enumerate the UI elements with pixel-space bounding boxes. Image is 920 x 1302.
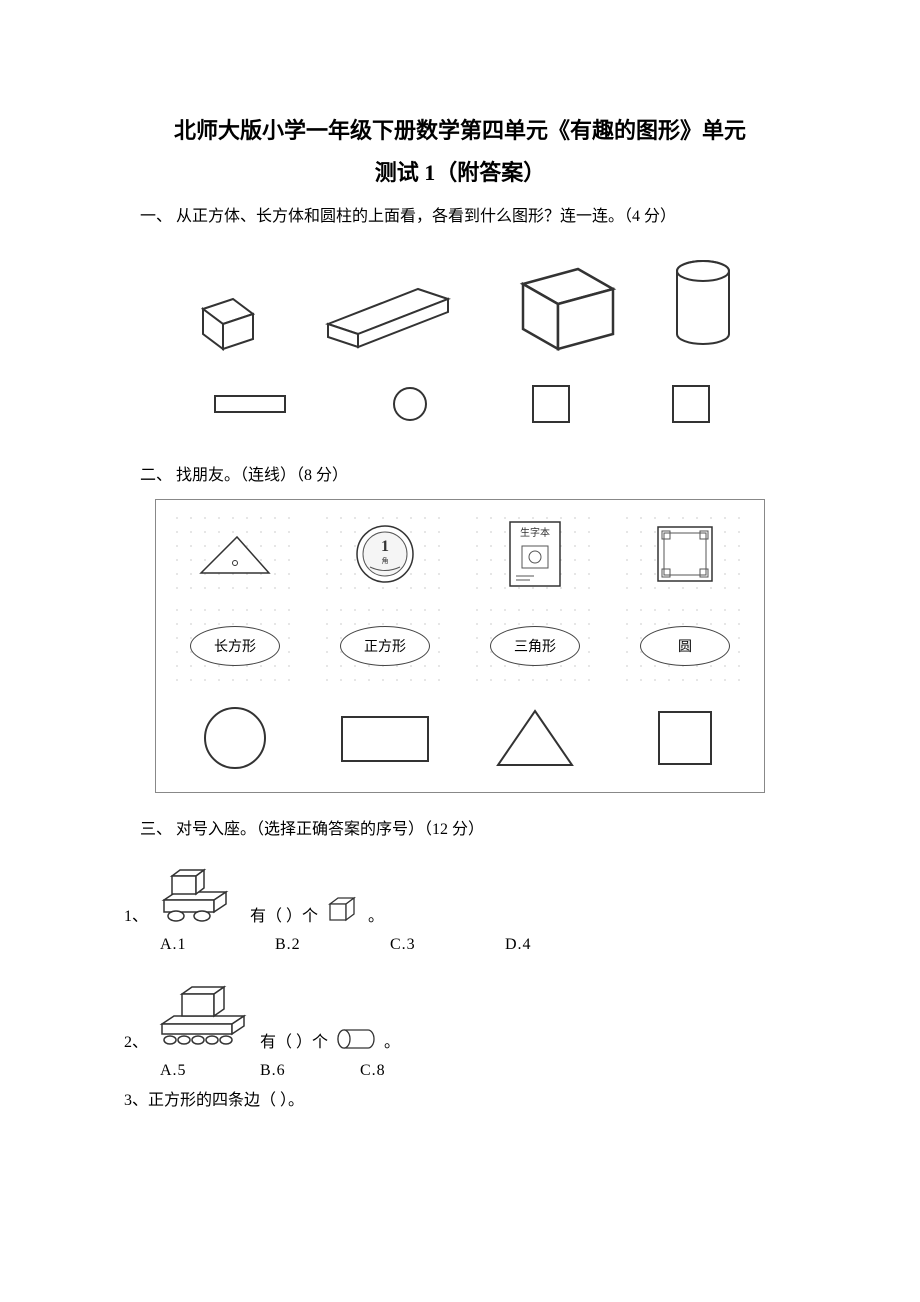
oval-label: 长方形	[190, 626, 280, 666]
q1-tail: 。	[368, 902, 384, 926]
label-triangle: 三角形	[470, 603, 600, 689]
cuboid-long-icon	[308, 269, 468, 359]
question-1: 1、 有（ ）个	[120, 856, 800, 926]
shape-square	[620, 695, 750, 781]
picture-triangle-ruler	[170, 511, 300, 597]
square-icon	[515, 374, 585, 434]
q2-opt-c: C.8	[360, 1062, 455, 1080]
question-2: 2、	[120, 974, 800, 1052]
title-line-1: 北师大版小学一年级下册数学第四单元《有趣的图形》单元	[120, 110, 800, 152]
rectangle-icon	[195, 384, 305, 424]
cube-large-icon	[493, 249, 633, 359]
section-2-heading: 二、 找朋友。（连线）（8 分）	[140, 463, 800, 489]
shape-rectangle	[320, 695, 450, 781]
toy-cart-cubes-icon	[154, 856, 244, 926]
picture-notebook: 生字本	[470, 511, 600, 597]
q2-number: 2、	[124, 1028, 148, 1052]
q1-opt-b: B.2	[275, 936, 385, 954]
svg-text:生字本: 生字本	[520, 526, 550, 539]
section-3-heading: 三、 对号入座。（选择正确答案的序号）（12 分）	[140, 817, 800, 843]
svg-text:1: 1	[381, 538, 389, 555]
section-2-figure: 1 角 生字本	[120, 499, 800, 793]
label-circle: 圆	[620, 603, 750, 689]
label-rectangle: 长方形	[170, 603, 300, 689]
q1-number: 1、	[124, 902, 148, 926]
cylinder-small-inline-icon	[334, 1026, 378, 1052]
q2-tail: 。	[384, 1028, 400, 1052]
q2-options: A.5 B.6 C.8	[160, 1062, 800, 1080]
page-title: 北师大版小学一年级下册数学第四单元《有趣的图形》单元 测试 1（附答案）	[120, 110, 800, 194]
circle-icon	[375, 379, 445, 429]
q2-opt-a: A.5	[160, 1062, 255, 1080]
section-1-figure	[120, 239, 800, 439]
cylinder-icon	[658, 249, 748, 359]
q1-options: A.1 B.2 C.3 D.4	[160, 936, 800, 954]
toy-cart-cylinders-icon	[154, 974, 254, 1052]
cube-small-icon	[173, 269, 283, 359]
friend-row-labels: 长方形 正方形 三角形 圆	[160, 600, 760, 692]
friend-match-panel: 1 角 生字本	[155, 499, 765, 793]
q2-opt-b: B.6	[260, 1062, 355, 1080]
worksheet-page: 北师大版小学一年级下册数学第四单元《有趣的图形》单元 测试 1（附答案） 一、 …	[0, 0, 920, 1170]
question-3: 3、正方形的四条边（ ）。	[124, 1086, 800, 1110]
row-3d-solids	[160, 239, 760, 359]
cube-small-inline-icon	[324, 892, 362, 926]
section-1-heading: 一、 从正方体、长方体和圆柱的上面看，各看到什么图形？连一连。（4 分）	[140, 204, 800, 230]
q1-opt-d: D.4	[505, 936, 615, 954]
svg-text:角: 角	[382, 556, 389, 565]
row-2d-shapes	[160, 369, 760, 439]
friend-row-shapes	[160, 692, 760, 784]
picture-coin: 1 角	[320, 511, 450, 597]
q1-opt-a: A.1	[160, 936, 270, 954]
title-line-2: 测试 1（附答案）	[120, 152, 800, 194]
oval-label: 三角形	[490, 626, 580, 666]
q1-text-mid: 有（ ）个	[250, 902, 318, 926]
label-square: 正方形	[320, 603, 450, 689]
oval-label: 正方形	[340, 626, 430, 666]
oval-label: 圆	[640, 626, 730, 666]
q1-opt-c: C.3	[390, 936, 500, 954]
q2-text-mid: 有（ ）个	[260, 1028, 328, 1052]
shape-triangle	[470, 695, 600, 781]
friend-row-pictures: 1 角 生字本	[160, 508, 760, 600]
shape-circle	[170, 695, 300, 781]
picture-handkerchief	[620, 511, 750, 597]
square-icon-2	[655, 374, 725, 434]
